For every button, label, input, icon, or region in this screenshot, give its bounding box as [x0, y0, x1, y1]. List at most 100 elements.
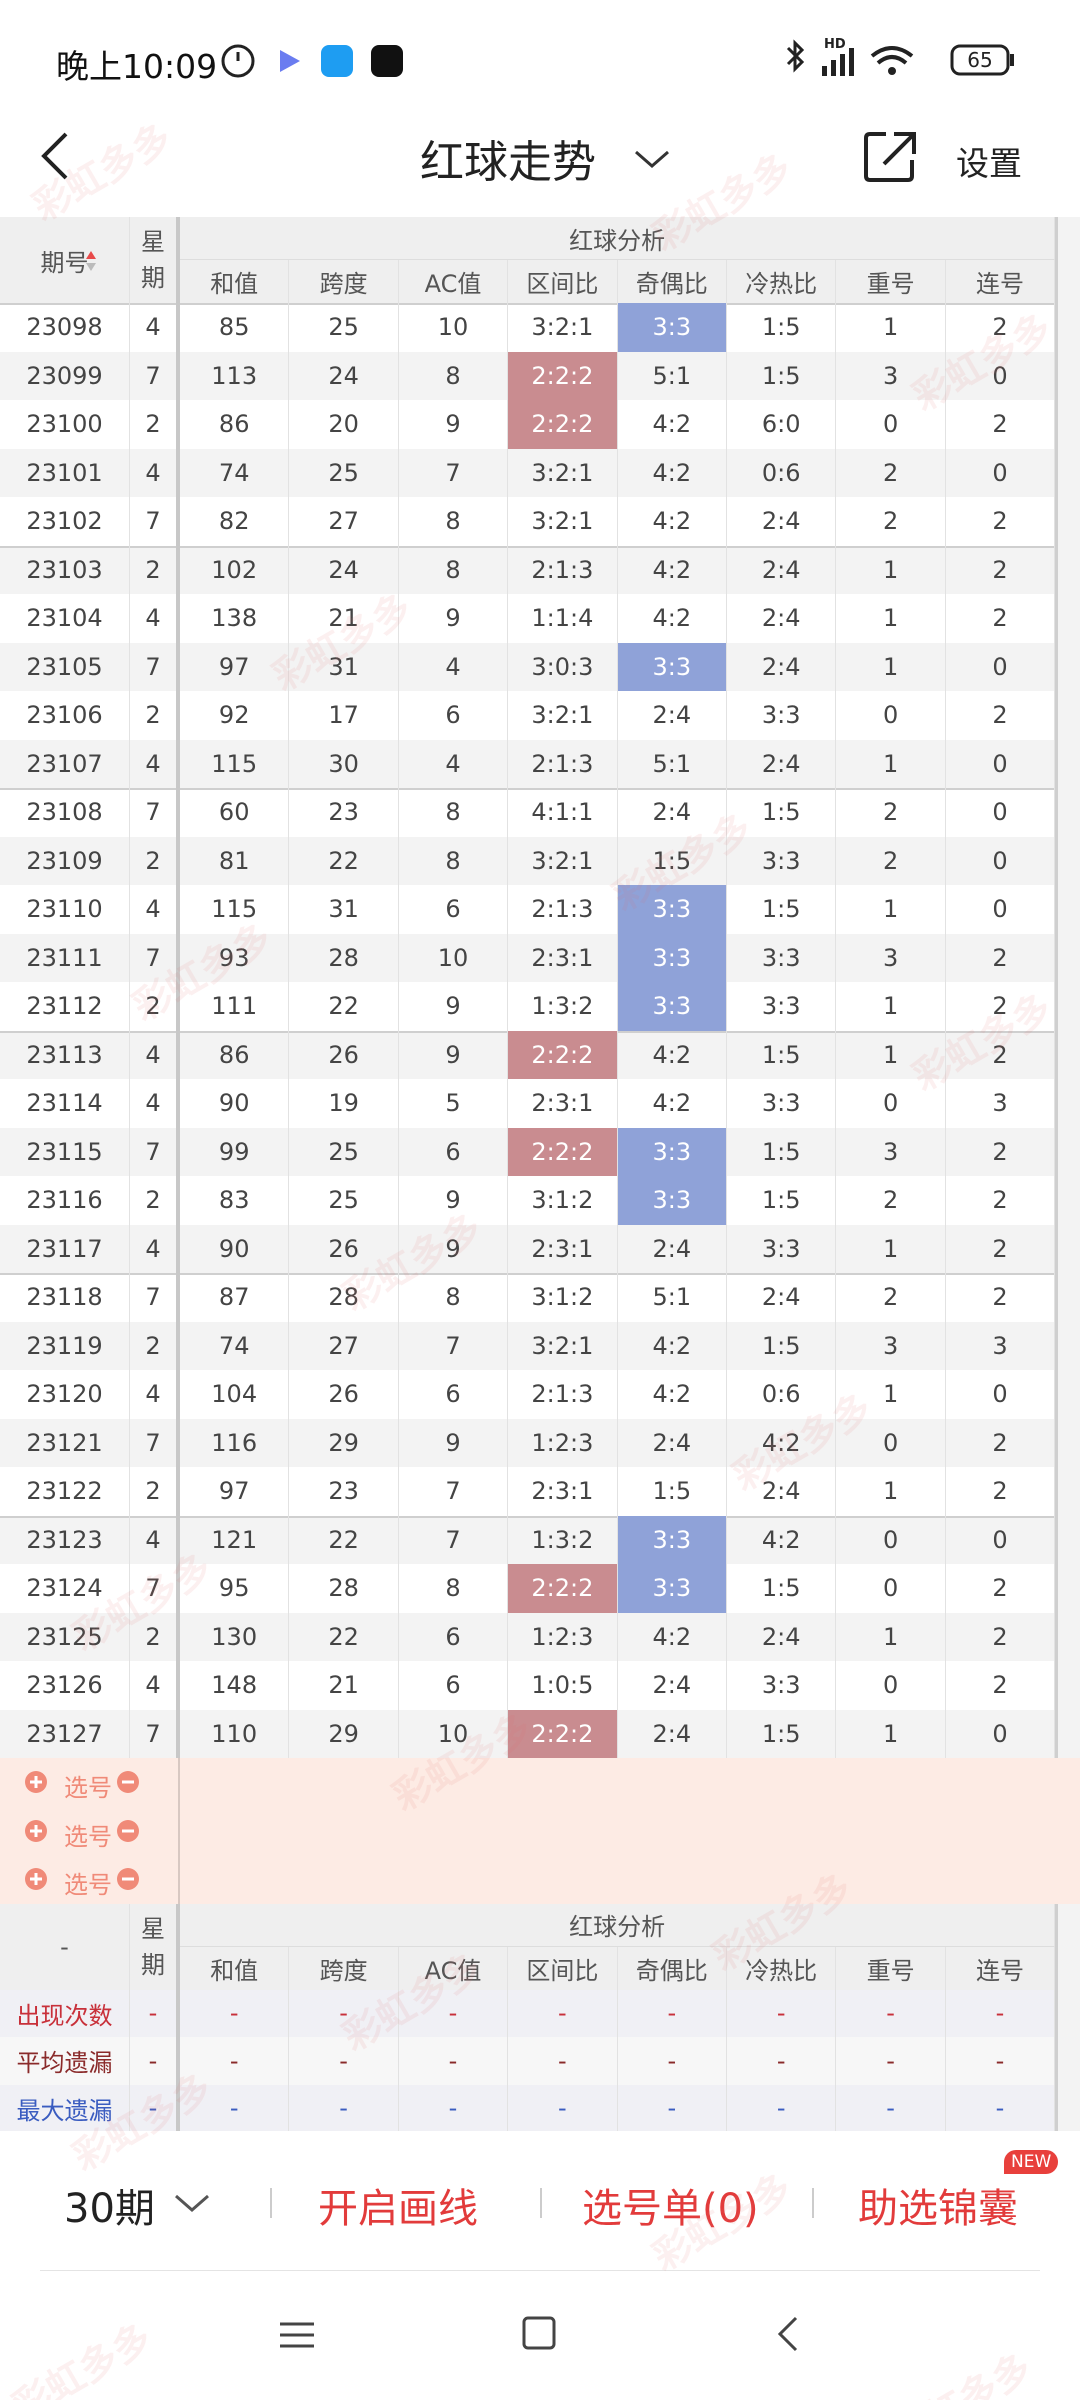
- data-cell: 3:3: [617, 885, 727, 934]
- pick-area: [0, 1758, 1080, 1904]
- data-cell: 2: [946, 1467, 1056, 1516]
- data-cell: 3:3: [617, 1564, 727, 1613]
- back-button[interactable]: [36, 128, 76, 184]
- data-cell: 83: [180, 1176, 290, 1225]
- data-cell: 87: [180, 1273, 290, 1322]
- table-row: [0, 642, 1056, 691]
- data-cell: 110: [180, 1709, 290, 1758]
- data-cell: 2:2:2: [508, 1564, 618, 1613]
- data-cell: 2: [946, 497, 1056, 546]
- data-cell: 2: [130, 1176, 180, 1225]
- data-cell: 22: [289, 1612, 399, 1661]
- data-cell: 21: [289, 1661, 399, 1710]
- pick-row-controls[interactable]: [0, 1807, 140, 1856]
- column-header: 重号: [836, 1946, 946, 1990]
- data-cell: 4:2: [618, 1612, 727, 1661]
- data-cell: 81: [180, 836, 290, 885]
- data-cell: 2:3:1: [508, 933, 618, 982]
- pick-row-controls[interactable]: [0, 1855, 140, 1904]
- data-cell: 3:0:3: [508, 642, 618, 691]
- data-cell: 3:2:1: [508, 303, 618, 352]
- data-cell: 9: [399, 1418, 509, 1467]
- data-cell: 130: [180, 1612, 290, 1661]
- data-cell: 7: [399, 1515, 509, 1564]
- period-cell: 23102: [0, 497, 130, 546]
- data-cell: 3: [836, 351, 946, 400]
- nav-menu[interactable]: [280, 2322, 314, 2348]
- data-cell: 1:5: [727, 1176, 837, 1225]
- period-cell: 23120: [0, 1370, 130, 1419]
- settings-button[interactable]: 设置: [956, 144, 1022, 183]
- tips-button[interactable]: 助选锦囊: [858, 2186, 1018, 2232]
- data-cell: 92: [180, 691, 290, 740]
- data-cell: 104: [180, 1370, 290, 1419]
- data-cell: 3: [946, 1079, 1056, 1128]
- table-row: [0, 545, 1056, 594]
- summary-cell: -: [946, 2084, 1056, 2132]
- period-cell: 23122: [0, 1467, 130, 1516]
- data-cell: 2:4: [727, 739, 837, 788]
- data-cell: 23: [289, 1467, 399, 1516]
- data-cell: 2:3:1: [508, 1467, 618, 1516]
- table-row: [0, 1224, 1056, 1273]
- data-cell: 4:2: [618, 400, 727, 449]
- pick-list-button[interactable]: 选号单(0): [582, 2186, 759, 2232]
- pick-label[interactable]: 选号: [64, 1774, 112, 1802]
- data-cell: 2: [130, 545, 180, 594]
- summary-cell: -: [727, 1989, 837, 2037]
- data-cell: 1: [836, 1612, 946, 1661]
- period-cell: 23103: [0, 545, 130, 594]
- data-cell: 2:4: [727, 497, 837, 546]
- summary-cell: -: [727, 2084, 837, 2132]
- pick-label[interactable]: 选号: [64, 1871, 112, 1899]
- data-cell: 28: [289, 1564, 399, 1613]
- data-cell: 1:5: [727, 788, 837, 837]
- data-cell: 0: [836, 1418, 946, 1467]
- data-cell: 6: [399, 691, 509, 740]
- data-cell: 1: [836, 739, 946, 788]
- title-dropdown-arrow[interactable]: [632, 146, 672, 172]
- page-title[interactable]: 红球走势: [420, 137, 596, 188]
- data-cell: 25: [289, 303, 399, 352]
- data-cell: 2:2:2: [508, 351, 618, 400]
- data-cell: 4: [130, 303, 180, 352]
- data-cell: 2:3:1: [508, 1079, 618, 1128]
- column-header: 连号: [945, 260, 1056, 303]
- data-cell: 2: [946, 1612, 1056, 1661]
- nav-home[interactable]: [522, 2316, 556, 2350]
- data-cell: 1:5: [727, 1321, 837, 1370]
- data-cell: 3:2:1: [508, 497, 618, 546]
- period-cell: 23126: [0, 1661, 130, 1710]
- data-cell: 9: [399, 1030, 509, 1079]
- column-header: 重号: [836, 260, 946, 303]
- nav-back[interactable]: [777, 2316, 798, 2352]
- period-dropdown-arrow[interactable]: [172, 2190, 212, 2216]
- data-cell: 1:5: [727, 1564, 837, 1613]
- sort-indicator[interactable]: [84, 248, 98, 274]
- data-cell: 97: [180, 1467, 290, 1516]
- draw-line-button[interactable]: 开启画线: [318, 2186, 478, 2232]
- data-cell: 8: [399, 788, 509, 837]
- data-cell: 19: [289, 1079, 399, 1128]
- data-cell: 28: [289, 1273, 399, 1322]
- data-cell: 2:4: [727, 1612, 837, 1661]
- data-cell: 10: [399, 933, 509, 982]
- data-cell: 8: [399, 545, 509, 594]
- period-selector[interactable]: 30期: [64, 2186, 155, 2232]
- data-cell: 2:1:3: [508, 885, 618, 934]
- summary-row: [0, 2037, 1056, 2085]
- data-cell: 2: [836, 497, 946, 546]
- data-cell: 82: [180, 497, 290, 546]
- table-row: [0, 836, 1056, 885]
- data-cell: 26: [289, 1224, 399, 1273]
- data-cell: 2:4: [618, 1418, 727, 1467]
- pick-label[interactable]: 选号: [64, 1822, 112, 1851]
- summary-cell: -: [946, 2037, 1056, 2085]
- column-header: 跨度: [289, 260, 399, 303]
- pick-row-controls[interactable]: [0, 1758, 140, 1807]
- share-button[interactable]: [862, 128, 918, 184]
- period-cell: 23108: [0, 788, 130, 837]
- table-row: [0, 1418, 1056, 1467]
- status-app-icons: [221, 44, 403, 78]
- table-row: [0, 691, 1056, 740]
